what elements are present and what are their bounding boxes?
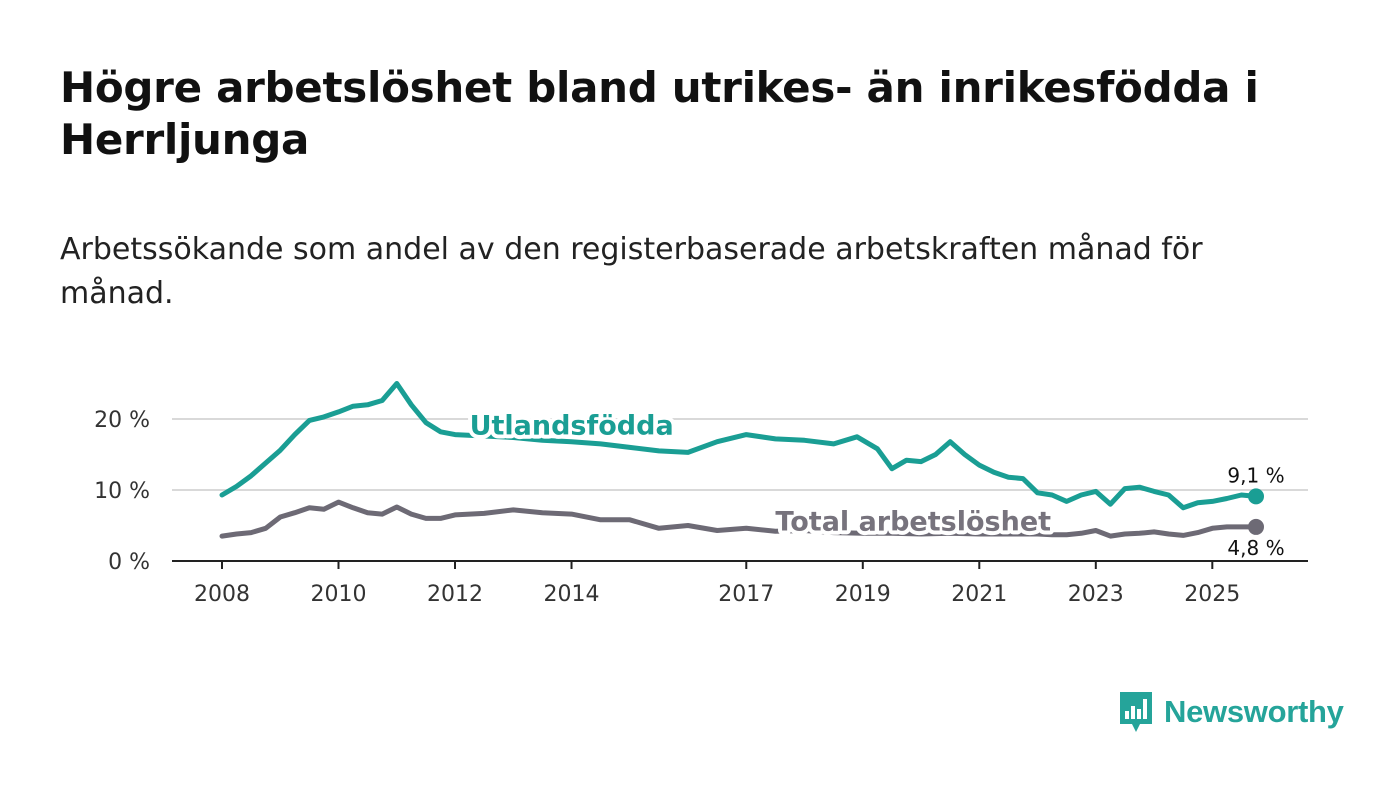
axes: 0 % 10 % 20 % 2008 2010 2012 2014 2017 2019 2021 2… — [94, 408, 1308, 607]
x-tick-label: 2021 — [951, 582, 1007, 607]
x-tick-label: 2010 — [311, 582, 367, 607]
series-label-halo: Utlandsfödda — [470, 411, 674, 442]
y-tick-label: 0 % — [108, 550, 150, 575]
gridlines — [172, 418, 1308, 491]
series-label: Utlandsfödda — [470, 411, 674, 442]
end-value-label: 9,1 % — [1227, 463, 1284, 487]
x-tick-label: 2017 — [718, 582, 774, 607]
chart-title: Högre arbetslöshet bland utrikes- än inr… — [60, 63, 1259, 164]
series-end-point — [1248, 518, 1264, 535]
brand-name: Newsworthy — [1164, 694, 1344, 729]
newsworthy-logo: Newsworthy — [1118, 690, 1344, 734]
x-tick-label: 2025 — [1184, 582, 1240, 607]
series-label-halo: Total arbetslöshet — [775, 506, 1051, 537]
x-tick-label: 2014 — [544, 582, 600, 607]
series-line — [219, 381, 1259, 511]
series-lines — [219, 381, 1264, 539]
end-value-label: 4,8 % — [1227, 536, 1284, 560]
series-end-point — [1248, 488, 1264, 505]
x-tick-label: 2023 — [1068, 582, 1124, 607]
y-tick-label: 20 % — [94, 408, 150, 433]
y-tick-label: 10 % — [94, 479, 150, 504]
x-tick-label: 2012 — [427, 582, 483, 607]
bar-chart-speech-icon — [1120, 692, 1152, 732]
series-line — [219, 499, 1259, 539]
chart-subtitle: Arbetssökande som andel av den registerb… — [60, 232, 1203, 311]
x-tick-label: 2008 — [194, 582, 250, 607]
series-label: Total arbetslöshet — [775, 506, 1051, 537]
x-tick-label: 2019 — [835, 582, 891, 607]
